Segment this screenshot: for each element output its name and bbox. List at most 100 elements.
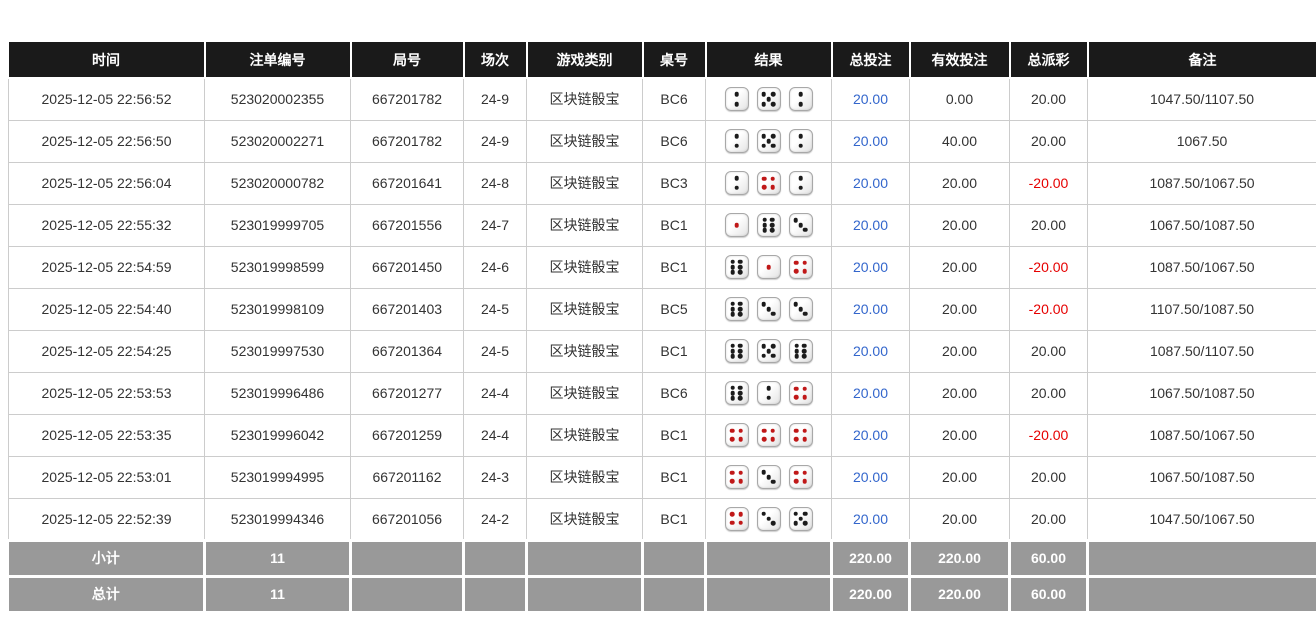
total-bet-link[interactable]: 20.00	[831, 455, 910, 499]
bet-id-cell: 523019996486	[204, 371, 351, 415]
remark-cell: 1047.50/1107.50	[1087, 77, 1316, 121]
session-cell: 24-8	[463, 161, 527, 205]
payout-cell: 20.00	[1009, 119, 1088, 163]
time-cell: 2025-12-05 22:56:04	[8, 161, 205, 205]
time-cell: 2025-12-05 22:53:01	[8, 455, 205, 499]
remark-cell: 1067.50/1087.50	[1087, 455, 1316, 499]
round-cell: 667201403	[350, 287, 464, 331]
table-row: 2025-12-05 22:56:52 523020002355 667201782…	[8, 77, 1316, 121]
footer-empty-cell	[525, 538, 644, 578]
die-2-icon	[724, 87, 749, 112]
bet-id-cell: 523020002271	[204, 119, 351, 163]
round-cell: 667201056	[350, 497, 464, 541]
column-header-session: 场次	[463, 42, 528, 79]
valid-bet-cell: 20.00	[909, 497, 1010, 541]
result-dice-cell	[705, 413, 832, 457]
valid-bet-cell: 40.00	[909, 119, 1010, 163]
column-header-bet-id: 注单编号	[204, 42, 352, 79]
table-no-cell: BC5	[642, 287, 706, 331]
table-no-cell: BC6	[642, 371, 706, 415]
total-bet-link[interactable]: 20.00	[831, 413, 910, 457]
session-cell: 24-5	[463, 329, 527, 373]
die-4-icon	[788, 381, 813, 405]
valid-bet-cell: 20.00	[909, 161, 1010, 205]
total-bet-link[interactable]: 20.00	[831, 203, 910, 247]
game-type-cell: 区块链骰宝	[526, 77, 643, 121]
bet-records-table: 时间 注单编号 局号 场次 游戏类别 桌号 结果 总投注 有效投注 总派彩 备注 2025-12-0…	[8, 42, 1316, 614]
grandtotal-row: 总计 11 220.00 220.00 60.00	[8, 574, 1316, 614]
total-bet-link[interactable]: 20.00	[831, 119, 910, 163]
die-6-icon	[724, 255, 749, 279]
table-no-cell: BC1	[642, 245, 706, 289]
session-cell: 24-6	[463, 245, 527, 289]
total-bet-link[interactable]: 20.00	[831, 245, 910, 289]
total-bet-link[interactable]: 20.00	[831, 287, 910, 331]
valid-bet-cell: 20.00	[909, 203, 1010, 247]
footer-empty-cell	[349, 574, 465, 614]
die-2-icon	[788, 171, 813, 195]
round-cell: 667201782	[350, 119, 464, 163]
die-4-icon	[724, 423, 749, 447]
footer-total-bet-cell: 220.00	[830, 574, 911, 614]
result-dice-cell	[705, 77, 832, 121]
remark-cell: 1067.50/1087.50	[1087, 371, 1316, 415]
footer-label-cell: 小计	[8, 538, 206, 578]
die-3-icon	[756, 506, 781, 531]
die-4-icon	[756, 171, 781, 195]
column-header-result: 结果	[705, 42, 833, 79]
column-header-total-bet: 总投注	[831, 42, 911, 79]
session-cell: 24-4	[463, 413, 527, 457]
total-bet-link[interactable]: 20.00	[831, 77, 910, 121]
footer-empty-cell	[704, 574, 833, 614]
time-cell: 2025-12-05 22:52:39	[8, 497, 205, 541]
bet-id-cell: 523019996042	[204, 413, 351, 457]
round-cell: 667201641	[350, 161, 464, 205]
footer-empty-cell	[641, 538, 707, 578]
total-bet-link[interactable]: 20.00	[831, 371, 910, 415]
die-2-icon	[788, 87, 813, 112]
session-cell: 24-3	[463, 455, 527, 499]
die-5-icon	[756, 129, 781, 153]
footer-label-cell: 总计	[8, 574, 206, 614]
footer-payout-cell: 60.00	[1008, 574, 1089, 614]
total-bet-link[interactable]: 20.00	[831, 329, 910, 373]
valid-bet-cell: 20.00	[909, 287, 1010, 331]
total-bet-link[interactable]: 20.00	[831, 497, 910, 541]
bet-id-cell: 523019997530	[204, 329, 351, 373]
die-4-icon	[788, 465, 813, 489]
footer-empty-cell	[462, 538, 528, 578]
valid-bet-cell: 20.00	[909, 455, 1010, 499]
game-type-cell: 区块链骰宝	[526, 287, 643, 331]
die-2-icon	[724, 171, 749, 195]
round-cell: 667201364	[350, 329, 464, 373]
column-header-table-no: 桌号	[642, 42, 707, 79]
time-cell: 2025-12-05 22:54:59	[8, 245, 205, 289]
game-type-cell: 区块链骰宝	[526, 497, 643, 541]
bet-records-panel: 时间 注单编号 局号 场次 游戏类别 桌号 结果 总投注 有效投注 总派彩 备注 2025-12-0…	[8, 42, 1316, 614]
remark-cell: 1087.50/1107.50	[1087, 329, 1316, 373]
table-no-cell: BC6	[642, 77, 706, 121]
payout-cell: 20.00	[1009, 371, 1088, 415]
time-cell: 2025-12-05 22:53:35	[8, 413, 205, 457]
bet-id-cell: 523020002355	[204, 77, 351, 121]
die-5-icon	[756, 87, 781, 112]
column-header-remark: 备注	[1087, 42, 1316, 79]
die-4-icon	[788, 423, 813, 447]
payout-cell: 20.00	[1009, 203, 1088, 247]
payout-cell: -20.00	[1009, 413, 1088, 457]
table-no-cell: BC1	[642, 497, 706, 541]
time-cell: 2025-12-05 22:56:52	[8, 77, 205, 121]
table-row: 2025-12-05 22:55:32 523019999705 667201556…	[8, 203, 1316, 247]
time-cell: 2025-12-05 22:56:50	[8, 119, 205, 163]
remark-cell: 1087.50/1067.50	[1087, 161, 1316, 205]
valid-bet-cell: 20.00	[909, 371, 1010, 415]
payout-cell: -20.00	[1009, 161, 1088, 205]
game-type-cell: 区块链骰宝	[526, 371, 643, 415]
remark-cell: 1107.50/1087.50	[1087, 287, 1316, 331]
die-4-icon	[724, 465, 749, 489]
result-dice-cell	[705, 329, 832, 373]
total-bet-link[interactable]: 20.00	[831, 161, 910, 205]
subtotal-row: 小计 11 220.00 220.00 60.00	[8, 538, 1316, 578]
table-row: 2025-12-05 22:54:40 523019998109 667201403…	[8, 287, 1316, 331]
bet-id-cell: 523019994995	[204, 455, 351, 499]
